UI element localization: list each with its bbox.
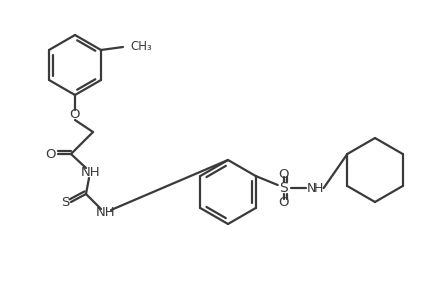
Text: CH₃: CH₃ [130,40,152,53]
Text: NH: NH [96,205,116,218]
Text: O: O [45,147,55,160]
Text: O: O [279,196,289,209]
Text: S: S [61,196,69,209]
Text: N: N [307,181,316,194]
Text: O: O [279,168,289,181]
Text: H: H [314,181,323,194]
Text: O: O [70,108,80,121]
Text: NH: NH [81,166,101,179]
Text: S: S [279,181,288,195]
